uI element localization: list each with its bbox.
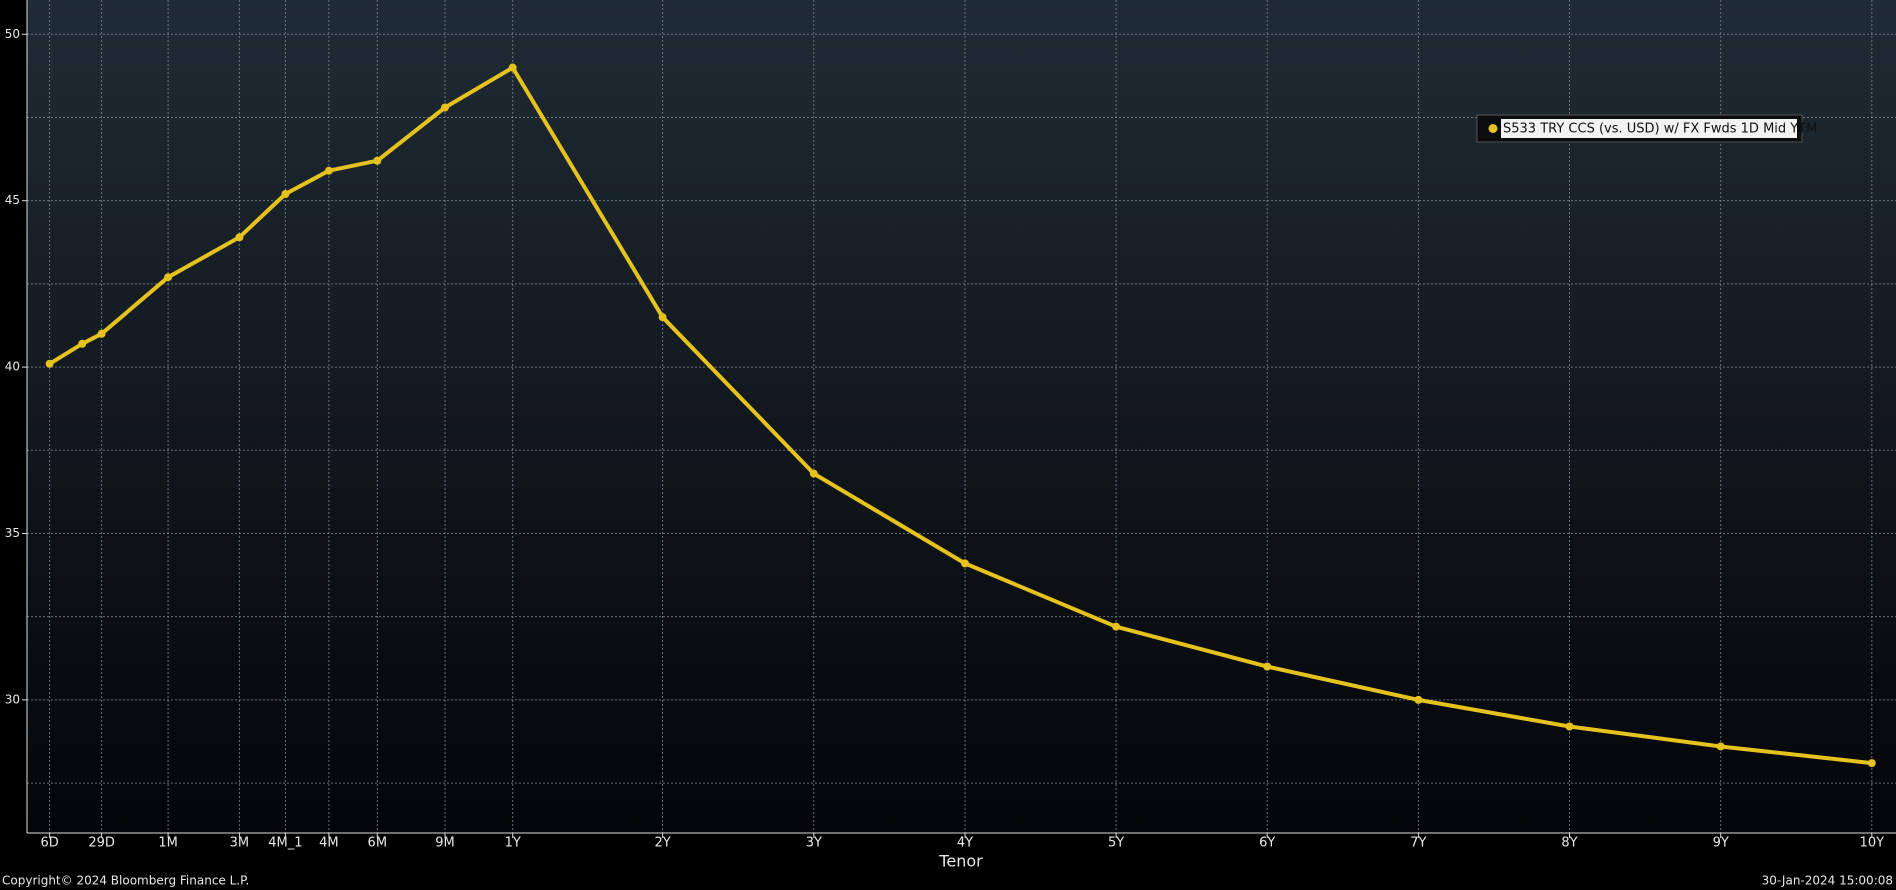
x-tick-label: 6D [40,836,58,851]
y-tick-label: 40 [5,360,20,374]
data-point [508,63,517,72]
x-tick-label: 10Y [1860,836,1885,851]
x-tick-label: 3M [230,836,250,851]
x-tick-label: 5Y [1108,836,1124,851]
data-point [324,166,333,175]
x-tick-label: 1M [158,836,178,851]
x-tick-label: 9M [435,836,455,851]
data-point [1565,722,1574,731]
footer-right: 30-Jan-2024 15:00:08 [1762,874,1893,888]
data-point [235,233,244,242]
y-tick-label: 30 [5,692,20,706]
data-point [97,329,106,338]
data-point [809,469,818,478]
x-tick-label: 4M_1 [268,836,302,851]
x-tick-label: 3Y [806,836,822,851]
x-tick-label: 1Y [505,836,521,851]
x-tick-label: 6M [368,836,388,851]
data-point [373,156,382,165]
data-point [658,313,667,322]
y-tick-label: 50 [5,27,20,41]
series [45,63,1876,768]
data-point [45,359,54,368]
data-point [281,190,290,199]
data-point [1112,622,1121,631]
data-point [1867,759,1876,768]
grid [27,0,1896,833]
data-point [164,273,173,282]
x-tick-label: 9Y [1713,836,1729,851]
legend-highlight [1501,119,1797,138]
x-tick-label: 7Y [1410,836,1426,851]
x-tick-label: 29D [88,836,115,851]
x-tick-label: 4M [319,836,339,851]
legend-label: S533 TRY CCS (vs. USD) w/ FX Fwds 1D Mid… [1503,122,1817,137]
data-point [1716,742,1725,751]
x-tick-label: 6Y [1259,836,1275,851]
y-tick-label: 45 [5,193,20,207]
x-tick-label: 2Y [654,836,670,851]
footer-left: Copyright© 2024 Bloomberg Finance L.P. [2,874,249,888]
data-point [961,559,969,568]
legend: S533 TRY CCS (vs. USD) w/ FX Fwds 1D Mid… [1476,114,1817,143]
x-axis-label: Tenor [938,852,983,871]
x-tick-label: 4Y [957,836,973,851]
legend-marker [1488,124,1498,133]
data-point [1263,662,1272,671]
data-point [1414,695,1423,704]
data-point [78,339,87,348]
y-tick-label: 35 [5,526,20,540]
x-tick-label: 8Y [1561,836,1577,851]
data-point [441,103,449,112]
